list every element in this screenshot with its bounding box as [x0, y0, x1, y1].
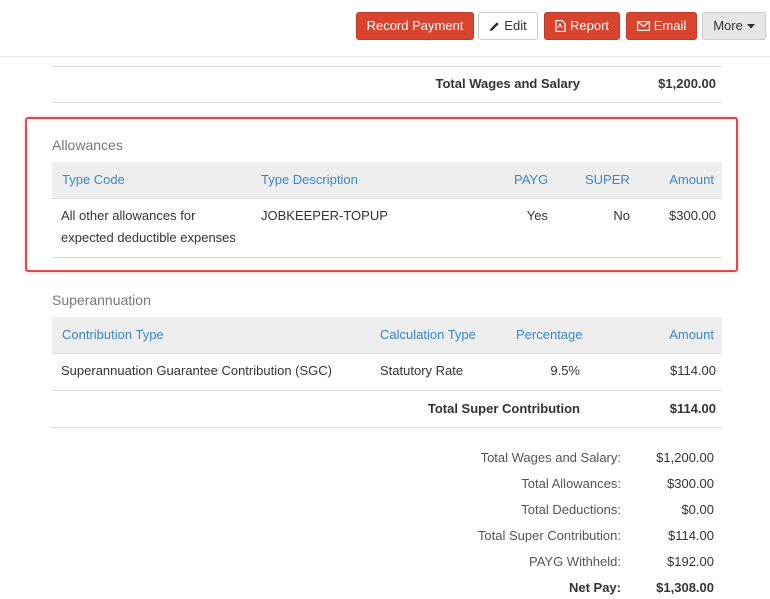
- col-amount[interactable]: Amount: [669, 172, 714, 187]
- wages-bottom-divider: [52, 102, 722, 103]
- total-super-label: Total Super Contribution: [427, 401, 580, 416]
- allowance-type-description: JOBKEEPER-TOPUP: [261, 208, 388, 223]
- report-button[interactable]: Report: [544, 12, 620, 40]
- summary-allowances-label: Total Allowances:: [521, 476, 621, 491]
- super-bottom-divider: [52, 427, 722, 428]
- envelope-icon: [636, 21, 650, 31]
- col-payg[interactable]: PAYG: [514, 172, 549, 187]
- col-type-code[interactable]: Type Code: [62, 172, 125, 187]
- allowance-super: No: [613, 208, 630, 223]
- pencil-icon: [489, 21, 500, 32]
- summary-allowances-value: $300.00: [667, 476, 714, 491]
- summary-deductions-value: $0.00: [681, 502, 714, 517]
- col-calculation-type[interactable]: Calculation Type: [380, 327, 476, 342]
- allowance-payg: Yes: [526, 208, 548, 223]
- col-contribution-type[interactable]: Contribution Type: [62, 327, 164, 342]
- summary-super-label: Total Super Contribution:: [477, 528, 621, 543]
- super-row-divider: [52, 390, 722, 391]
- allowance-amount: $300.00: [669, 208, 716, 223]
- summary-wages-value: $1,200.00: [656, 450, 714, 465]
- action-toolbar: Record Payment Edit Report Email More: [0, 0, 770, 57]
- summary-net-pay-label: Net Pay:: [568, 580, 621, 595]
- record-payment-button[interactable]: Record Payment: [356, 12, 474, 40]
- more-dropdown-button[interactable]: More: [702, 12, 766, 40]
- superannuation-title: Superannuation: [52, 292, 151, 308]
- summary-super-value: $114.00: [667, 528, 714, 543]
- allowances-bottom-divider: [52, 257, 722, 258]
- wages-top-divider: [52, 66, 722, 67]
- email-button[interactable]: Email: [626, 12, 697, 40]
- allowances-highlight-box: [25, 117, 738, 272]
- pdf-file-icon: [555, 20, 566, 32]
- super-amount: $114.00: [669, 363, 716, 378]
- super-contribution-type: Superannuation Guarantee Contribution (S…: [61, 363, 332, 378]
- col-percentage[interactable]: Percentage: [516, 327, 583, 342]
- total-wages-label: Total Wages and Salary: [435, 76, 581, 91]
- edit-button[interactable]: Edit: [478, 12, 538, 40]
- allowances-title: Allowances: [52, 137, 123, 153]
- summary-payg-value: $192.00: [667, 554, 714, 569]
- allowance-type-code-line1: All other allowances for: [61, 208, 196, 223]
- email-label: Email: [653, 18, 687, 33]
- summary-deductions-label: Total Deductions:: [521, 502, 621, 517]
- more-label: More: [713, 18, 743, 33]
- col-amount[interactable]: Amount: [669, 327, 714, 342]
- superannuation-table-header: Contribution Type Calculation Type Perce…: [52, 317, 722, 354]
- allowances-table-header: Type Code Type Description PAYG SUPER Am…: [52, 162, 722, 199]
- super-percentage: 9.5%: [550, 363, 580, 378]
- caret-down-icon: [746, 23, 755, 29]
- total-super-value: $114.00: [669, 401, 716, 416]
- total-wages-value: $1,200.00: [658, 76, 716, 91]
- allowance-type-code-line2: expected deductible expenses: [61, 230, 236, 245]
- edit-label: Edit: [504, 18, 527, 33]
- summary-net-pay-value: $1,308.00: [656, 580, 714, 595]
- col-super[interactable]: SUPER: [585, 172, 630, 187]
- super-calculation-type: Statutory Rate: [380, 363, 464, 378]
- summary-wages-label: Total Wages and Salary:: [480, 450, 621, 465]
- summary-payg-label: PAYG Withheld:: [529, 554, 621, 569]
- report-label: Report: [569, 18, 610, 33]
- record-payment-label: Record Payment: [366, 18, 464, 33]
- col-type-description[interactable]: Type Description: [261, 172, 358, 187]
